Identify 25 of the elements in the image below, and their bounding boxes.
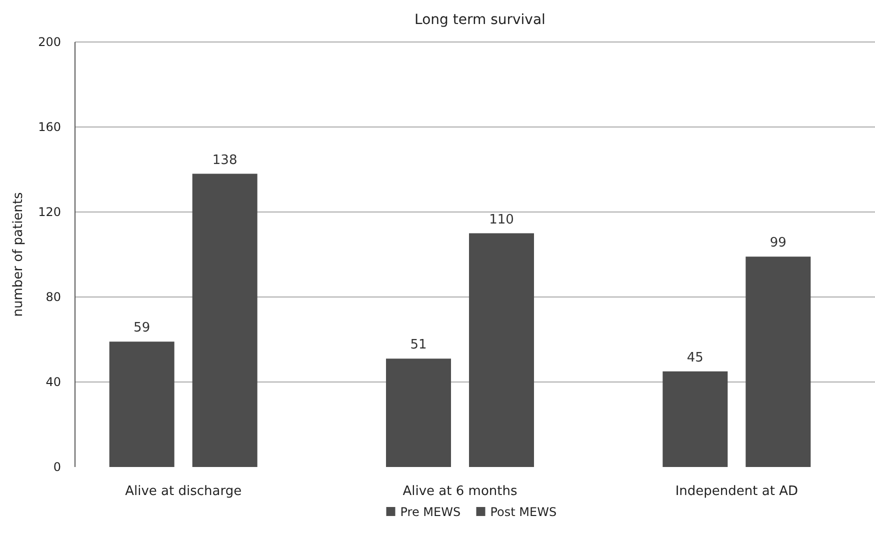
data-label: 45 — [686, 350, 704, 366]
data-label: 138 — [212, 152, 238, 168]
data-label: 59 — [134, 320, 150, 336]
data-label: 51 — [410, 338, 427, 353]
y-tick-label: 120 — [38, 205, 61, 219]
legend-label: Pre MEWS — [400, 505, 461, 519]
bar — [746, 256, 811, 467]
bar — [469, 233, 534, 467]
y-tick-label: 0 — [53, 460, 61, 474]
legend-label: Post MEWS — [490, 505, 557, 519]
y-axis-title: number of patients — [11, 192, 26, 317]
x-tick-label: Independent at AD — [675, 484, 798, 499]
y-tick-label: 80 — [46, 290, 61, 304]
bar — [386, 358, 451, 467]
data-label: 110 — [489, 212, 514, 228]
x-tick-label: Alive at 6 months — [402, 484, 518, 499]
chart-title: Long term survival — [414, 12, 546, 28]
bar — [192, 174, 258, 467]
y-tick-label: 200 — [38, 35, 61, 49]
data-label: 99 — [770, 236, 786, 251]
y-tick-label: 40 — [46, 375, 61, 389]
y-tick-label: 160 — [38, 120, 61, 134]
x-tick-label: Alive at discharge — [125, 484, 242, 499]
bar — [662, 371, 728, 467]
bar — [109, 342, 174, 467]
